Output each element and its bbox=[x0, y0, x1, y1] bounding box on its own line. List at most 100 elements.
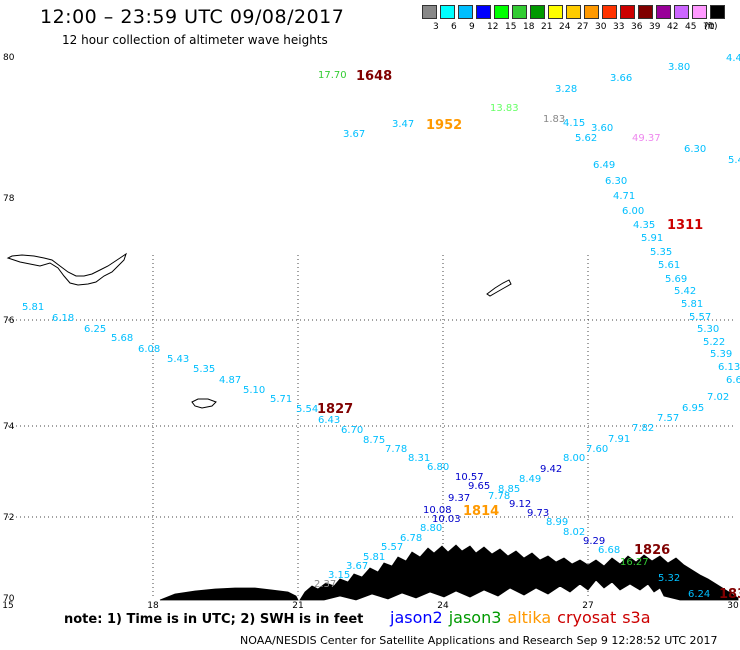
wave-height-value: 3.15 bbox=[328, 570, 350, 581]
wave-height-value: 5.43 bbox=[167, 354, 189, 365]
wave-height-value: 5.81 bbox=[363, 552, 385, 563]
pass-time: 1814 bbox=[463, 504, 499, 519]
legend-label: 39 bbox=[649, 22, 661, 32]
legend-label: 27 bbox=[577, 22, 589, 32]
wave-height-value: 16.27 bbox=[620, 557, 649, 568]
footer-credit: NOAA/NESDIS Center for Satellite Applica… bbox=[240, 634, 718, 647]
page-subtitle: 12 hour collection of altimeter wave hei… bbox=[62, 33, 328, 47]
wave-height-value: 5.22 bbox=[703, 337, 725, 348]
wave-height-value: 10.57 bbox=[455, 472, 484, 483]
latitude-label: 72 bbox=[3, 513, 14, 523]
wave-height-value: 8.31 bbox=[408, 453, 430, 464]
latitude-label: 80 bbox=[3, 53, 15, 63]
wave-height-value: 6.68 bbox=[598, 545, 620, 556]
legend-label: 30 bbox=[595, 22, 607, 32]
wave-height-value: 5.32 bbox=[658, 573, 680, 584]
coastline-north bbox=[6, 252, 127, 286]
wave-height-value: 5.81 bbox=[681, 299, 703, 310]
legend-label: 18 bbox=[523, 22, 535, 32]
wave-height-value: 6.78 bbox=[400, 533, 422, 544]
page-title: 12:00 – 23:59 UTC 09/08/2017 bbox=[40, 6, 345, 28]
wave-height-value: 9.73 bbox=[527, 508, 549, 519]
wave-height-value: 8.99 bbox=[546, 517, 568, 528]
wave-height-value: 6.30 bbox=[605, 176, 627, 187]
island-southeast bbox=[690, 592, 718, 600]
wave-height-value: 5.10 bbox=[243, 385, 265, 396]
pass-time: 1952 bbox=[426, 118, 462, 133]
wave-height-value: 10.03 bbox=[432, 514, 461, 525]
wave-height-value: 8.80 bbox=[420, 523, 442, 534]
legend-swatch bbox=[494, 5, 509, 19]
wave-height-value: 17.70 bbox=[318, 70, 347, 81]
legend-swatch bbox=[674, 5, 689, 19]
coastline-southwest bbox=[159, 587, 299, 601]
legend-label: 33 bbox=[613, 22, 625, 32]
wave-height-value: 6.25 bbox=[84, 324, 106, 335]
satellite-name: s3a bbox=[622, 608, 651, 627]
wave-height-value: 10.08 bbox=[423, 505, 452, 516]
wave-height-value: 5.57 bbox=[689, 312, 711, 323]
wave-height-value: 9.42 bbox=[540, 464, 562, 475]
wave-height-value: 6.08 bbox=[138, 344, 160, 355]
wave-height-value: 7.60 bbox=[586, 444, 608, 455]
wave-height-value: 6.80 bbox=[427, 462, 449, 473]
wave-height-value: 8.02 bbox=[563, 527, 585, 538]
wave-height-value: 5.71 bbox=[270, 394, 292, 405]
pass-time: 1311 bbox=[667, 218, 703, 233]
wave-height-value: 4.71 bbox=[613, 191, 635, 202]
longitude-label: 15 bbox=[2, 601, 13, 611]
wave-height-value: 8.85 bbox=[498, 484, 520, 495]
wave-height-value: 8.49 bbox=[519, 474, 541, 485]
legend-swatch bbox=[548, 5, 563, 19]
wave-height-value: 3.66 bbox=[610, 73, 632, 84]
legend-swatch bbox=[458, 5, 473, 19]
legend-label: 36 bbox=[631, 22, 643, 32]
legend-label: 70 bbox=[703, 22, 715, 32]
wave-height-value: 5.54 bbox=[296, 404, 318, 415]
island-west bbox=[191, 398, 217, 409]
wave-height-value: 6.95 bbox=[682, 403, 704, 414]
wave-height-value: 3.80 bbox=[668, 62, 690, 73]
wave-height-value: 6.30 bbox=[684, 144, 706, 155]
wave-height-value: 6.70 bbox=[341, 425, 363, 436]
coastline bbox=[6, 252, 739, 601]
legend-swatch bbox=[566, 5, 581, 19]
satellite-legend: jason2 jason3 altika cryosat s3a bbox=[390, 608, 657, 627]
wave-height-value: 3.67 bbox=[343, 129, 365, 140]
satellite-name: cryosat bbox=[557, 608, 617, 627]
legend-swatch bbox=[656, 5, 671, 19]
legend-swatch bbox=[422, 5, 437, 19]
lat-lon-grid bbox=[8, 255, 733, 598]
wave-height-value: 9.29 bbox=[583, 536, 605, 547]
legend-label: 15 bbox=[505, 22, 517, 32]
wave-height-value: 3.28 bbox=[555, 84, 577, 95]
longitude-label: 27 bbox=[582, 601, 593, 611]
island-bear bbox=[486, 279, 512, 297]
legend-label: 3 bbox=[433, 22, 439, 32]
longitude-label: 21 bbox=[292, 601, 303, 611]
legend-label: 9 bbox=[469, 22, 475, 32]
latitude-label: 74 bbox=[3, 422, 15, 432]
legend-swatch bbox=[440, 5, 455, 19]
wave-height-value: 5.42 bbox=[674, 286, 696, 297]
wave-height-value: 4.35 bbox=[633, 220, 655, 231]
wave-height-value: 7.82 bbox=[632, 423, 654, 434]
wave-height-value: 2.37 bbox=[314, 579, 336, 590]
wave-height-value: 8.00 bbox=[563, 453, 585, 464]
footer-note: note: 1) Time is in UTC; 2) SWH is in fe… bbox=[64, 612, 364, 627]
legend-swatch bbox=[584, 5, 599, 19]
wave-height-value: 5.61 bbox=[658, 260, 680, 271]
wave-height-value: 5.39 bbox=[710, 349, 732, 360]
wave-height-value: 13.83 bbox=[490, 103, 519, 114]
legend-swatch bbox=[692, 5, 707, 19]
satellite-name: jason3 bbox=[448, 608, 502, 627]
pass-time: 1826 bbox=[634, 543, 670, 558]
wave-height-value: 6.13 bbox=[718, 362, 740, 373]
wave-height-value: 7.91 bbox=[608, 434, 630, 445]
wave-height-value: 6.00 bbox=[622, 206, 644, 217]
wave-height-value: 5.30 bbox=[697, 324, 719, 335]
wave-height-value: 49.37 bbox=[632, 133, 661, 144]
coastline-south bbox=[299, 544, 739, 601]
wave-height-value: 5.62 bbox=[575, 133, 597, 144]
wave-height-value: 9.12 bbox=[509, 499, 531, 510]
